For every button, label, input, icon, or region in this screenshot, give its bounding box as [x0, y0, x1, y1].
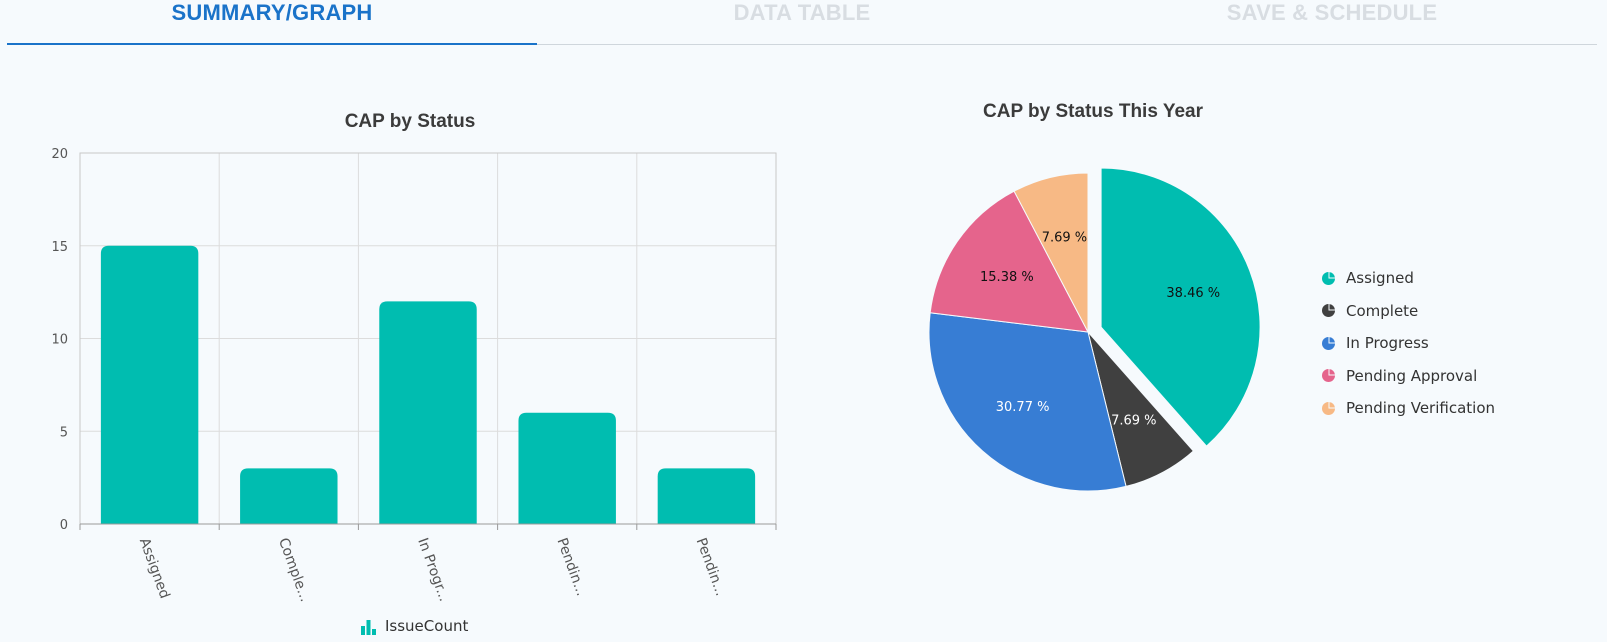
bar-pending-approval[interactable]: [518, 412, 616, 524]
bar-assigned[interactable]: [100, 245, 199, 524]
x-tick-label: Pendin...: [693, 536, 729, 598]
pie-icon: [1322, 304, 1335, 318]
bar-chart-icon: [361, 619, 376, 635]
y-tick-label: 10: [51, 333, 68, 348]
x-tick-label: Assigned: [136, 536, 173, 601]
pie-legend-item[interactable]: Pending Approval: [1322, 360, 1495, 393]
pie-legend-item[interactable]: Pending Verification: [1322, 392, 1495, 425]
pie-icon: [1322, 401, 1335, 415]
tab-bar: SUMMARY/GRAPH DATA TABLE SAVE & SCHEDULE: [7, 0, 1597, 45]
pie-legend-label: Assigned: [1346, 269, 1414, 288]
pie-slice-assigned[interactable]: [1100, 167, 1261, 447]
y-tick-label: 0: [60, 518, 68, 533]
bar-pending-verification[interactable]: [657, 468, 756, 524]
bar-chart-title: CAP by Status: [344, 111, 476, 132]
pie-legend-item[interactable]: Assigned: [1322, 262, 1495, 295]
pie-data-label: 38.46 %: [1166, 286, 1220, 301]
pie-legend-label: Pending Verification: [1346, 399, 1496, 418]
pie-legend-item[interactable]: In Progress: [1322, 327, 1495, 360]
x-tick-label: Pendin...: [553, 536, 589, 598]
tab-save-schedule[interactable]: SAVE & SCHEDULE: [1226, 0, 1438, 25]
pie-slice-pending-approval[interactable]: [929, 190, 1089, 333]
pie-data-label: 15.38 %: [980, 270, 1034, 285]
pie-slice-pending-verification[interactable]: [1013, 172, 1089, 333]
bar-chart-legend[interactable]: IssueCount: [360, 616, 468, 636]
pie-legend-label: Pending Approval: [1346, 366, 1478, 385]
tab-summary-graph[interactable]: SUMMARY/GRAPH: [7, 0, 537, 45]
pie-slice-in-progress[interactable]: [928, 312, 1127, 492]
pie-legend-label: In Progress: [1346, 334, 1429, 353]
x-tick-label: In Progr...: [414, 536, 452, 604]
pie-icon: [1322, 336, 1335, 350]
y-tick-label: 20: [51, 147, 68, 162]
bar-in-progress[interactable]: [379, 301, 477, 524]
pie-legend-label: Complete: [1346, 301, 1419, 320]
pie-data-label: 7.69 %: [1111, 413, 1156, 428]
x-tick-label: Comple...: [275, 536, 313, 604]
bar-chart: 0 5 10 15 20 Assigned Comple... In Progr... Pend…: [51, 147, 777, 604]
y-tick-label: 5: [60, 425, 68, 440]
pie-data-label: 7.69 %: [1042, 230, 1087, 245]
bar-complete[interactable]: [240, 468, 338, 524]
pie-chart-legend: Assigned Complete In Progress Pending Appro…: [1322, 262, 1495, 425]
y-tick-label: 15: [51, 240, 68, 255]
pie-legend-item[interactable]: Complete: [1322, 295, 1495, 328]
tab-data-table[interactable]: DATA TABLE: [733, 0, 871, 25]
pie-data-label: 30.77 %: [996, 400, 1050, 415]
pie-chart: 38.46 % 7.69 % 30.77 % 15.38 % 7.69 %: [928, 167, 1261, 492]
pie-icon: [1322, 369, 1335, 383]
pie-icon: [1322, 271, 1335, 285]
pie-chart-title: CAP by Status This Year: [983, 101, 1203, 122]
bar-chart-legend-label: IssueCount: [385, 617, 469, 635]
